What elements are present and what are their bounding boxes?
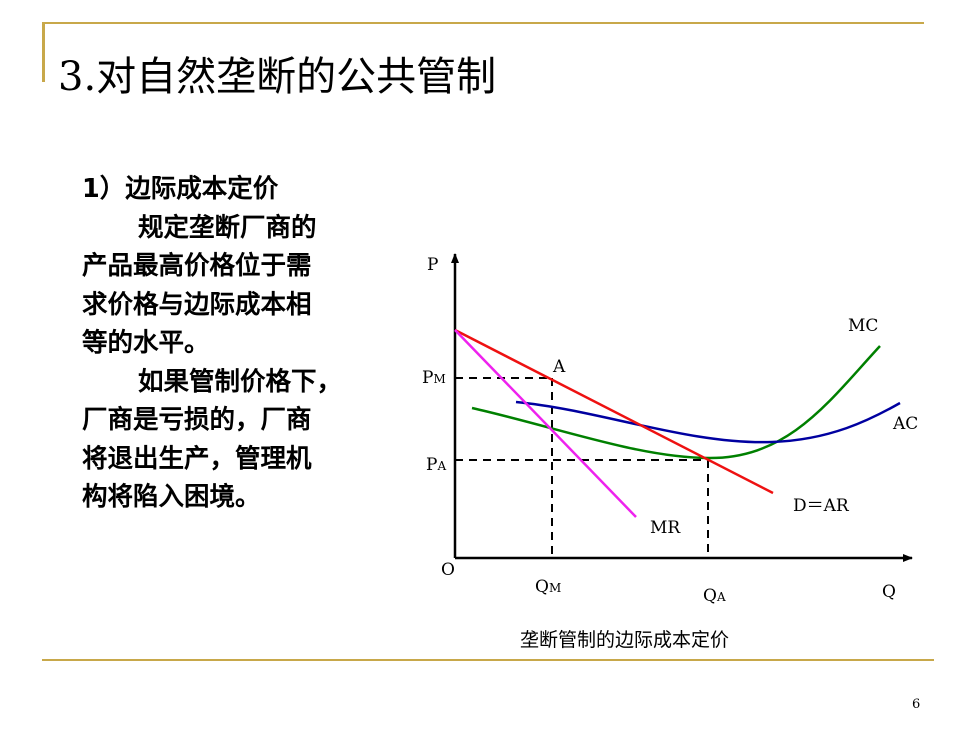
slide-title: 3.对自然垄断的公共管制 <box>58 54 497 100</box>
paragraph-1-line-2: 产品最高价格位于需 <box>82 251 312 281</box>
section-heading: 1）边际成本定价 <box>82 174 279 204</box>
paragraph-1-line-4: 等的水平。 <box>82 328 210 358</box>
mc-curve <box>471 345 881 460</box>
point-a-label: A <box>552 357 566 377</box>
mc-curve-label: MC <box>848 316 878 336</box>
paragraph-1-line-1: 规定垄断厂商的 <box>138 212 317 243</box>
price-tick-pm: PM <box>422 368 446 388</box>
ac-curve-label: AC <box>892 414 918 434</box>
paragraph-2-line-4: 构将陷入困境。 <box>82 482 261 512</box>
mr-curve <box>454 329 637 518</box>
price-axis-label: P <box>427 255 438 275</box>
slide-frame-bottom-rule <box>42 659 934 661</box>
mr-curve-label: MR <box>650 518 681 538</box>
demand-curve <box>454 328 774 495</box>
paragraph-2-line-1: 如果管制价格下， <box>138 366 343 397</box>
slide-frame-left-accent <box>42 22 45 82</box>
body-text: 1）边际成本定价 规定垄断厂商的 产品最高价格位于需 求价格与边际成本相 等的水… <box>82 170 422 517</box>
quantity-tick-qa: QA <box>703 586 726 606</box>
paragraph-2-line-3: 将退出生产，管理机 <box>82 443 312 474</box>
price-tick-pa: PA <box>426 455 446 475</box>
origin-label: O <box>441 560 455 580</box>
slide-frame-top-rule <box>42 22 924 24</box>
diagram-caption: 垄断管制的边际成本定价 <box>520 629 730 651</box>
ac-curve <box>515 400 901 444</box>
page-number: 6 <box>912 697 921 712</box>
paragraph-2-line-2: 厂商是亏损的，厂商 <box>82 405 312 435</box>
quantity-tick-qm: QM <box>535 577 561 597</box>
demand-curve-label: D＝AR <box>793 496 850 516</box>
quantity-axis-label: Q <box>882 582 896 602</box>
paragraph-1-line-3: 求价格与边际成本相 <box>82 289 312 320</box>
